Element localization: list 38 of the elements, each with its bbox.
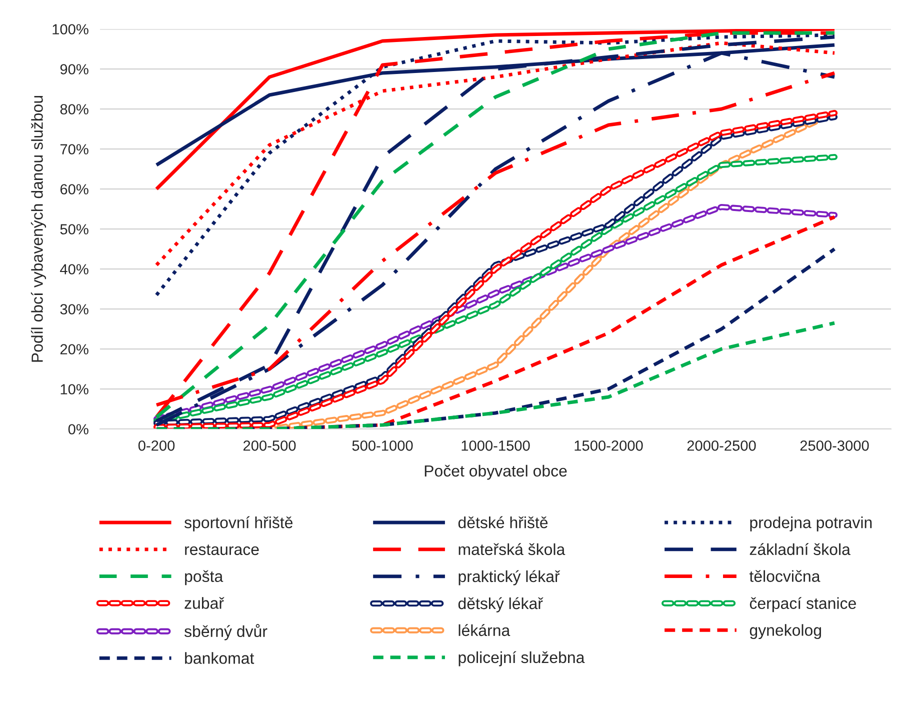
legend-label: prodejna potravin [750, 516, 872, 532]
legend-label: mateřská škola [458, 543, 566, 556]
x-tick-label: 2000-2500 [687, 440, 756, 451]
y-tick-label: 20% [60, 344, 88, 354]
y-tick-label: 70% [60, 144, 88, 154]
x-tick-label: 2500-3000 [800, 440, 869, 451]
x-tick-label: 0-200 [138, 440, 175, 451]
legend-label: dětské hřiště [458, 516, 548, 528]
legend-label: zubař [184, 597, 224, 609]
y-tick-label: 90% [60, 64, 88, 74]
x-tick-label: 200-500 [243, 440, 296, 451]
y-tick-label: 40% [60, 264, 88, 274]
y-tick-label: 30% [60, 304, 88, 314]
legend-label: základní škola [750, 543, 850, 556]
y-tick-label: 60% [60, 184, 88, 194]
y-tick-label: 0% [68, 424, 88, 434]
legend-label: bankomat [185, 652, 254, 664]
legend-label: restaurace [185, 544, 259, 556]
y-tick-label: 10% [60, 384, 88, 394]
x-tick-label: 1500-2000 [574, 440, 643, 451]
legend-label: dětský lékař [458, 597, 544, 612]
legend-label: lékárna [458, 624, 510, 636]
y-tick-label: 80% [60, 104, 88, 114]
x-tick-label: 1000-1500 [462, 440, 530, 451]
legend-label: pošta [185, 570, 224, 586]
legend-label: sportovní hřiště [184, 516, 293, 532]
legend-label: praktický lékař [458, 570, 560, 586]
legend-label: gynekolog [750, 624, 822, 640]
line-series [154, 321, 836, 429]
y-axis-title: Podíl obcí vybavených danou službou [30, 96, 46, 362]
legend-label: sběrný dvůr [184, 624, 268, 640]
legend-label: tělocvična [749, 570, 820, 582]
y-tick-label: 100% [52, 24, 88, 34]
x-axis-title: Počet obyvatel obce [424, 464, 567, 480]
legend-label: čerpací stanice [750, 597, 856, 612]
x-tick-label: 500-1000 [352, 440, 413, 451]
legend-label: policejní služebna [458, 651, 585, 666]
y-tick-label: 50% [60, 224, 88, 234]
